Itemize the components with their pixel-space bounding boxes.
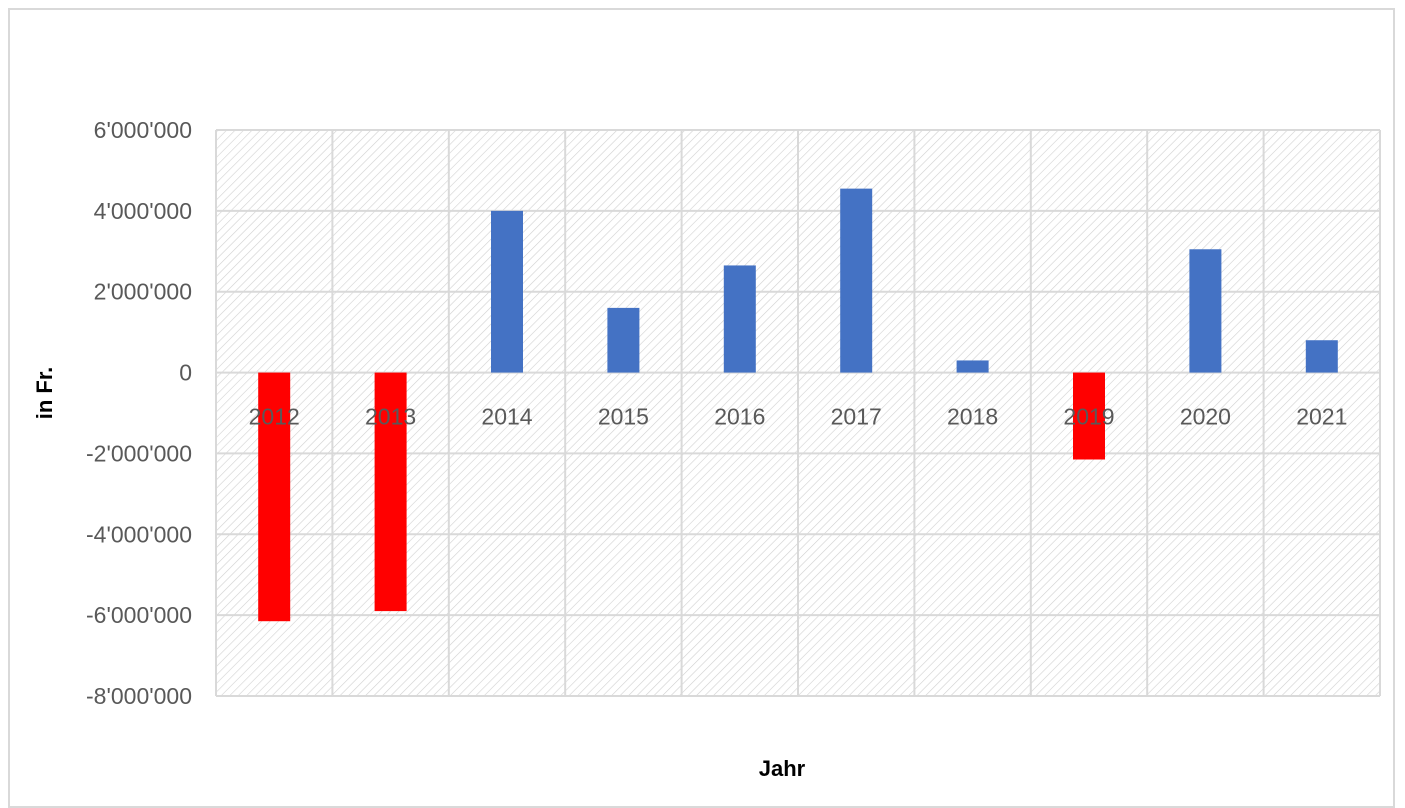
- bar-2013: [374, 372, 407, 612]
- y-tick-label: -6'000'000: [86, 602, 192, 628]
- bar-2020: [1189, 249, 1222, 373]
- x-tick-label: 2012: [249, 404, 300, 430]
- bar-2012: [258, 372, 291, 622]
- bars: [258, 188, 1338, 622]
- y-tick-label: 4'000'000: [94, 198, 192, 224]
- bar-2019: [1073, 372, 1105, 460]
- bar-chart: 6'000'000 4'000'000 2'000'000 0 -2'000'000 -4…: [32, 117, 1381, 781]
- x-tick-label: 2016: [714, 404, 765, 430]
- bar-2018: [956, 360, 989, 373]
- bar-2017: [840, 188, 873, 373]
- bar-2016: [723, 265, 756, 373]
- x-tick-label: 2019: [1063, 404, 1114, 430]
- x-axis-title: Jahr: [759, 756, 806, 781]
- y-tick-label: -8'000'000: [86, 683, 192, 709]
- x-tick-label: 2013: [365, 404, 416, 430]
- x-tick-label: 2015: [598, 404, 649, 430]
- bar-2014: [491, 210, 523, 373]
- x-tick-label: 2018: [947, 404, 998, 430]
- x-axis-ticks: 2012 2013 2014 2015 2016 2017 2018 2019 2020 2021: [249, 404, 1348, 430]
- bar-2015: [607, 307, 640, 373]
- y-tick-label: 6'000'000: [94, 117, 192, 143]
- gridlines: [215, 129, 1381, 697]
- y-tick-label: 0: [179, 360, 192, 386]
- bar-2021: [1305, 340, 1338, 373]
- y-tick-label: -2'000'000: [86, 440, 192, 466]
- x-tick-label: 2014: [481, 404, 532, 430]
- y-tick-label: 2'000'000: [94, 279, 192, 305]
- y-axis-title: in Fr.: [32, 367, 57, 420]
- x-tick-label: 2020: [1180, 404, 1231, 430]
- y-axis-ticks: 6'000'000 4'000'000 2'000'000 0 -2'000'000 -4…: [86, 117, 192, 709]
- y-tick-label: -4'000'000: [86, 521, 192, 547]
- x-tick-label: 2017: [831, 404, 882, 430]
- x-tick-label: 2021: [1296, 404, 1347, 430]
